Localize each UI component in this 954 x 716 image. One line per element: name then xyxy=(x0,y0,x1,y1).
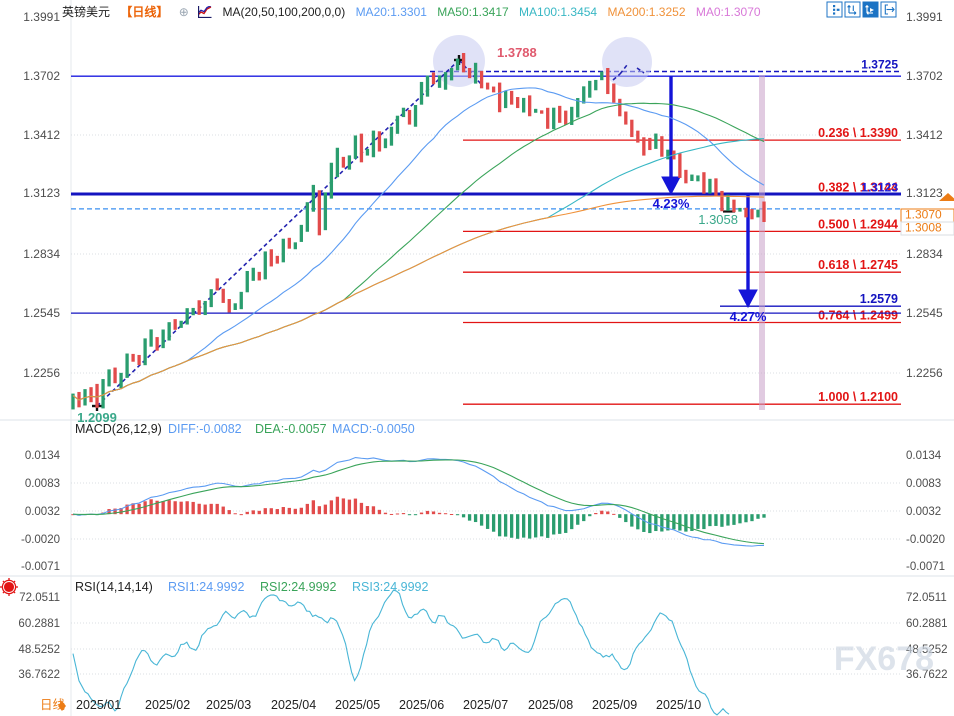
svg-text:48.5252: 48.5252 xyxy=(18,644,60,656)
svg-text:-0.0020: -0.0020 xyxy=(21,534,60,546)
svg-text:0.0032: 0.0032 xyxy=(25,506,60,518)
svg-text:1.3123: 1.3123 xyxy=(23,186,60,200)
svg-text:1.2834: 1.2834 xyxy=(906,247,943,261)
svg-text:1.2545: 1.2545 xyxy=(23,306,60,320)
svg-text:2025/02: 2025/02 xyxy=(145,698,190,712)
svg-text:0.0032: 0.0032 xyxy=(906,506,941,518)
svg-text:1.3991: 1.3991 xyxy=(23,10,60,24)
svg-text:1.3008: 1.3008 xyxy=(905,221,942,235)
svg-text:0.0134: 0.0134 xyxy=(906,450,942,462)
svg-text:4.27%: 4.27% xyxy=(730,309,767,324)
svg-text:2025/08: 2025/08 xyxy=(528,698,573,712)
svg-text:1.2579: 1.2579 xyxy=(860,292,898,306)
svg-text:0.0083: 0.0083 xyxy=(25,478,60,490)
svg-text:1.3058: 1.3058 xyxy=(698,212,738,227)
svg-text:1.2256: 1.2256 xyxy=(906,366,943,380)
svg-text:1.3123: 1.3123 xyxy=(906,186,943,200)
svg-text:0.0134: 0.0134 xyxy=(25,450,61,462)
svg-text:1.2256: 1.2256 xyxy=(23,366,60,380)
svg-text:2025/10: 2025/10 xyxy=(656,698,701,712)
svg-text:1.000 \ 1.2100: 1.000 \ 1.2100 xyxy=(818,390,898,404)
svg-text:1.3702: 1.3702 xyxy=(906,69,943,83)
svg-text:0.618 \ 1.2745: 0.618 \ 1.2745 xyxy=(818,258,898,272)
svg-text:0.764 \ 1.2499: 0.764 \ 1.2499 xyxy=(818,309,898,323)
svg-text:RSI1:24.9992: RSI1:24.9992 xyxy=(168,580,244,594)
svg-text:1.3070: 1.3070 xyxy=(905,208,942,222)
svg-text:60.2881: 60.2881 xyxy=(906,618,948,630)
svg-text:RSI2:24.9992: RSI2:24.9992 xyxy=(260,580,336,594)
svg-text:MACD:-0.0050: MACD:-0.0050 xyxy=(332,422,415,436)
svg-text:-0.0020: -0.0020 xyxy=(906,534,945,546)
svg-text:1.3412: 1.3412 xyxy=(23,128,60,142)
svg-text:1.2099: 1.2099 xyxy=(77,410,117,425)
svg-text:1.3725: 1.3725 xyxy=(861,58,898,72)
svg-text:1.2545: 1.2545 xyxy=(906,306,943,320)
svg-text:2025/07: 2025/07 xyxy=(463,698,508,712)
svg-text:2025/05: 2025/05 xyxy=(335,698,380,712)
svg-text:DEA:-0.0057: DEA:-0.0057 xyxy=(255,422,327,436)
svg-text:FX678: FX678 xyxy=(834,640,934,678)
svg-text:-0.0071: -0.0071 xyxy=(21,561,60,573)
svg-text:2025/01: 2025/01 xyxy=(76,698,121,712)
svg-text:0.0083: 0.0083 xyxy=(906,478,941,490)
svg-text:0.500 \ 1.2944: 0.500 \ 1.2944 xyxy=(818,217,898,231)
svg-text:1.3123: 1.3123 xyxy=(861,181,898,195)
svg-text:1.3991: 1.3991 xyxy=(906,10,943,24)
svg-text:-0.0071: -0.0071 xyxy=(906,561,945,573)
svg-text:1.3412: 1.3412 xyxy=(906,128,943,142)
svg-text:36.7622: 36.7622 xyxy=(18,669,60,681)
svg-text:2025/09: 2025/09 xyxy=(592,698,637,712)
svg-text:60.2881: 60.2881 xyxy=(18,618,60,630)
svg-text:1.2834: 1.2834 xyxy=(23,247,60,261)
svg-text:1.3702: 1.3702 xyxy=(23,69,60,83)
svg-text:RSI3:24.9992: RSI3:24.9992 xyxy=(352,580,428,594)
svg-text:2025/04: 2025/04 xyxy=(271,698,316,712)
svg-text:RSI(14,14,14): RSI(14,14,14) xyxy=(75,580,153,594)
svg-text:2025/06: 2025/06 xyxy=(399,698,444,712)
svg-text:72.0511: 72.0511 xyxy=(19,592,60,604)
svg-text:0.236 \ 1.3390: 0.236 \ 1.3390 xyxy=(818,126,898,140)
svg-text:2025/03: 2025/03 xyxy=(206,698,251,712)
svg-text:1.3788: 1.3788 xyxy=(497,45,537,60)
svg-text:72.0511: 72.0511 xyxy=(906,592,947,604)
svg-text:DIFF:-0.0082: DIFF:-0.0082 xyxy=(168,422,242,436)
